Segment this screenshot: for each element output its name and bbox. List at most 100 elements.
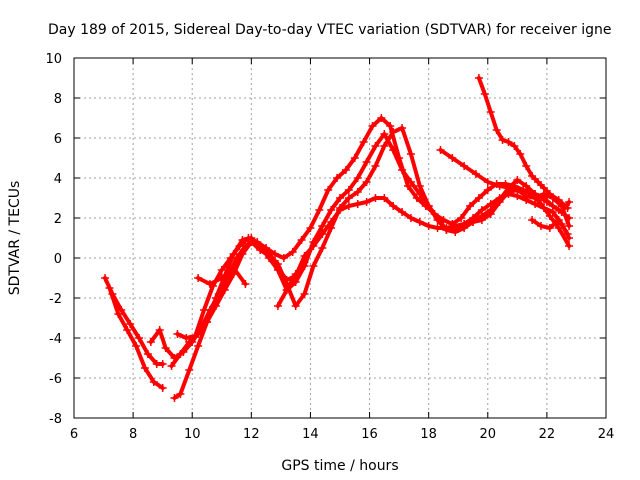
- data-point-marker: [297, 236, 306, 244]
- data-point-marker: [229, 264, 238, 272]
- data-point-marker: [262, 244, 271, 252]
- data-point-marker: [336, 194, 344, 202]
- data-point-marker: [341, 166, 350, 174]
- data-point-marker: [158, 384, 167, 392]
- data-point-marker: [395, 154, 404, 162]
- data-point-marker: [350, 154, 359, 162]
- data-point-marker: [536, 200, 545, 208]
- data-point-marker: [176, 390, 185, 398]
- data-point-marker: [173, 330, 182, 338]
- data-point-marker: [194, 342, 203, 350]
- data-point-marker: [563, 204, 572, 212]
- data-point-marker: [539, 184, 548, 192]
- data-point-marker: [333, 174, 342, 182]
- data-point-marker: [504, 138, 513, 146]
- data-point-marker: [353, 200, 362, 208]
- data-point-marker: [336, 204, 344, 212]
- data-point-marker: [135, 334, 144, 342]
- data-point-marker: [457, 214, 466, 222]
- data-point-marker: [424, 222, 433, 230]
- data-point-marker: [486, 200, 495, 208]
- data-point-marker: [167, 362, 176, 370]
- data-point-marker: [146, 338, 155, 346]
- data-point-marker: [143, 350, 152, 358]
- plot-frame: [73, 57, 607, 419]
- x-tick-label: 24: [598, 427, 615, 442]
- data-point-marker: [460, 220, 469, 228]
- y-tick-label: -2: [49, 292, 62, 307]
- series-arc-9: [438, 148, 572, 220]
- data-point-marker: [306, 224, 315, 232]
- data-point-marker: [495, 182, 504, 190]
- data-point-marker: [477, 206, 486, 214]
- data-point-marker: [191, 332, 200, 340]
- data-point-marker: [327, 206, 336, 214]
- data-point-marker: [371, 194, 380, 202]
- data-point-marker: [536, 222, 545, 230]
- data-point-marker: [220, 286, 229, 294]
- y-tick-label: 2: [54, 212, 62, 227]
- data-point-marker: [545, 224, 554, 232]
- data-point-marker: [545, 212, 554, 220]
- data-point-marker: [486, 108, 495, 116]
- data-point-marker: [554, 206, 563, 214]
- data-point-marker: [359, 138, 368, 146]
- data-point-marker: [182, 334, 191, 342]
- data-point-marker: [398, 208, 407, 216]
- data-point-marker: [265, 254, 274, 262]
- y-axis-label: SDTVAR / TECUs: [7, 181, 23, 296]
- data-point-marker: [403, 182, 412, 190]
- data-point-marker: [273, 302, 282, 310]
- data-point-marker: [105, 284, 114, 292]
- y-tick-label: 8: [54, 92, 62, 107]
- data-point-marker: [327, 224, 336, 232]
- data-point-marker: [480, 90, 489, 98]
- data-point-marker: [448, 154, 457, 162]
- y-tick-label: 10: [45, 52, 62, 67]
- series-arc-3: [148, 188, 572, 360]
- data-point-marker: [471, 170, 480, 178]
- data-point-marker: [155, 326, 164, 334]
- x-tick-label: 12: [243, 427, 260, 442]
- data-point-marker: [217, 274, 226, 282]
- x-tick-label: 8: [129, 427, 137, 442]
- data-point-marker: [386, 122, 395, 130]
- data-point-marker: [318, 244, 327, 252]
- data-point-marker: [519, 186, 528, 194]
- data-point-marker: [554, 216, 563, 224]
- data-point-marker: [474, 74, 483, 82]
- data-point-marker: [309, 262, 318, 270]
- series-arc-1: [103, 276, 165, 366]
- data-point-marker: [217, 266, 226, 274]
- data-point-marker: [241, 280, 250, 288]
- data-point-marker: [344, 194, 353, 202]
- data-point-marker: [442, 226, 451, 234]
- data-point-marker: [132, 342, 141, 350]
- data-series: [101, 74, 574, 402]
- data-point-marker: [362, 198, 371, 206]
- data-point-marker: [344, 202, 353, 210]
- data-point-marker: [507, 184, 516, 192]
- y-tick-label: -8: [49, 412, 62, 427]
- data-point-marker: [469, 214, 477, 222]
- y-tick-label: 0: [54, 252, 62, 267]
- data-point-marker: [528, 216, 537, 224]
- x-axis-label: GPS time / hours: [281, 458, 398, 474]
- data-point-marker: [406, 214, 415, 222]
- data-point-marker: [253, 238, 262, 246]
- data-point-marker: [474, 194, 483, 202]
- data-point-marker: [238, 250, 247, 258]
- y-tick-label: 6: [54, 132, 62, 147]
- y-tick-label: -4: [49, 332, 62, 347]
- data-point-marker: [300, 258, 309, 266]
- data-point-marker: [421, 202, 430, 210]
- data-point-marker: [324, 186, 333, 194]
- data-point-marker: [522, 196, 531, 204]
- data-point-marker: [380, 142, 389, 150]
- data-point-marker: [510, 142, 519, 150]
- data-point-marker: [563, 230, 572, 238]
- data-point-marker: [534, 178, 543, 186]
- data-point-marker: [205, 280, 214, 288]
- data-point-marker: [203, 318, 211, 326]
